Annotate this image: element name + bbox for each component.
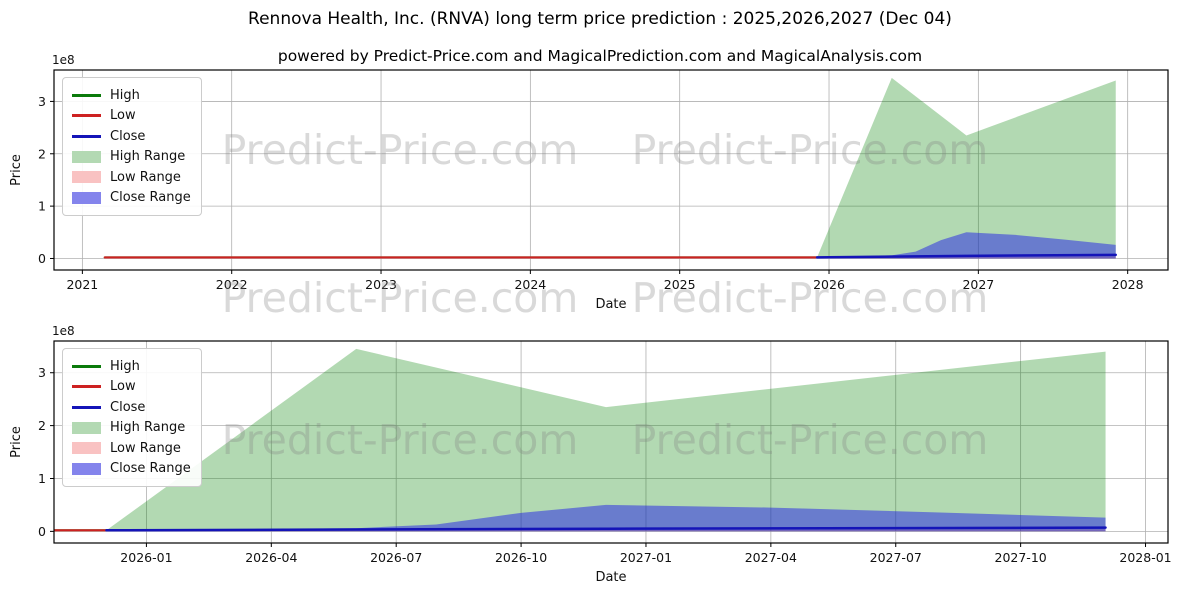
x-tick-label: 2026-10 — [495, 550, 547, 565]
legend-item-low-range: Low Range — [72, 438, 191, 459]
legend-item-label: Low Range — [110, 169, 181, 185]
x-axis-label: Date — [595, 297, 626, 312]
legend-chart-2: High Low Close High Range Low Range Close Ran… — [62, 348, 202, 487]
axes-frame — [53, 340, 1169, 544]
chart-title: Rennova Health, Inc. (RNVA) long term pr… — [248, 9, 952, 29]
x-tick-label: 2026-07 — [370, 550, 422, 565]
legend-item-low: Low — [72, 377, 191, 398]
x-tick-label: 2028 — [1112, 277, 1144, 292]
band-high-range — [106, 348, 1106, 532]
y-tick-label: 1 — [38, 471, 46, 486]
x-tick-label: 2027-04 — [745, 550, 797, 565]
legend-line-swatch — [72, 93, 101, 97]
legend-line-swatch — [72, 364, 101, 368]
band-high-range — [817, 77, 1116, 259]
legend-chart-1: High Low Close High Range Low Range Close Ran… — [62, 77, 202, 216]
legend-item-label: High — [110, 87, 140, 103]
y-tick-label: 2 — [38, 146, 46, 161]
legend-item-label: Close Range — [110, 190, 191, 206]
legend-item-label: High — [110, 358, 140, 374]
y-axis-label: Price — [9, 154, 24, 186]
x-tick-label: 2026-01 — [120, 550, 172, 565]
legend-patch-swatch — [72, 171, 101, 184]
x-tick-label: 2023 — [365, 277, 397, 292]
x-tick-label: 2027-10 — [995, 550, 1047, 565]
x-tick-label: 2024 — [514, 277, 546, 292]
line-close — [815, 253, 1117, 259]
legend-item-label: Close — [110, 399, 146, 415]
legend-patch-swatch — [72, 150, 101, 163]
y-tick-label: 3 — [38, 94, 46, 109]
legend-item-low: Low — [72, 106, 191, 127]
legend-item-label: Low — [110, 108, 136, 124]
chart-2-prediction-zoom-2026-2028: 2026-01 2026-04 2026-07 2026-10 2027-01 2027-… — [9, 324, 1172, 585]
legend-item-label: Low Range — [110, 440, 181, 456]
legend-item-close: Close — [72, 397, 191, 418]
y-tick-label: 3 — [38, 365, 46, 380]
legend-line-swatch — [72, 134, 101, 138]
legend-item-low-range: Low Range — [72, 167, 191, 188]
x-tick-label: 2022 — [216, 277, 248, 292]
y-axis-offset-text: 1e8 — [52, 324, 75, 338]
x-tick-label: 2027 — [962, 277, 994, 292]
legend-item-high: High — [72, 356, 191, 377]
legend-patch-swatch — [72, 421, 101, 434]
legend-item-high-range: High Range — [72, 147, 191, 168]
y-tick-label: 1 — [38, 199, 46, 214]
legend-item-label: High Range — [110, 149, 186, 165]
legend-item-close-range: Close Range — [72, 459, 191, 480]
legend-patch-swatch — [72, 462, 101, 475]
axes-frame — [53, 69, 1169, 271]
y-tick-label: 0 — [38, 524, 46, 539]
y-tick-label: 2 — [38, 418, 46, 433]
legend-line-swatch — [72, 385, 101, 389]
x-tick-label: 2026-04 — [245, 550, 297, 565]
x-axis-label: Date — [595, 570, 626, 585]
legend-item-close-range: Close Range — [72, 188, 191, 209]
legend-item-high: High — [72, 85, 191, 106]
legend-item-label: Close Range — [110, 461, 191, 477]
tick-labels: 2021 2022 2023 2024 2025 2026 2027 2028 0 1 2 3 — [38, 94, 1144, 292]
y-axis-label: Price — [9, 426, 24, 458]
legend-patch-swatch — [72, 191, 101, 204]
x-tick-label: 2021 — [66, 277, 98, 292]
x-tick-label: 2026 — [813, 277, 845, 292]
x-tick-label: 2025 — [664, 277, 696, 292]
legend-item-close: Close — [72, 126, 191, 147]
band-close-range — [106, 504, 1106, 532]
legend-item-label: Low — [110, 379, 136, 395]
chart-1-long-term-history-and-prediction: 2021 2022 2023 2024 2025 2026 2027 2028 0 1 2 3 1e8 D… — [9, 53, 1169, 312]
x-tick-label: 2028-01 — [1119, 550, 1171, 565]
legend-line-swatch — [72, 405, 101, 409]
tick-labels: 2026-01 2026-04 2026-07 2026-10 2027-01 2027-… — [38, 365, 1172, 565]
legend-patch-swatch — [72, 442, 101, 455]
line-close — [105, 526, 1107, 532]
legend-item-label: Close — [110, 128, 146, 144]
band-close-range — [817, 232, 1116, 259]
y-axis-offset-text: 1e8 — [52, 53, 75, 67]
legend-item-high-range: High Range — [72, 418, 191, 439]
x-tick-label: 2027-01 — [620, 550, 672, 565]
y-tick-label: 0 — [38, 251, 46, 266]
x-tick-label: 2027-07 — [870, 550, 922, 565]
legend-item-label: High Range — [110, 420, 186, 436]
legend-line-swatch — [72, 114, 101, 118]
chart-subtitle: powered by Predict-Price.com and Magical… — [277, 47, 923, 65]
